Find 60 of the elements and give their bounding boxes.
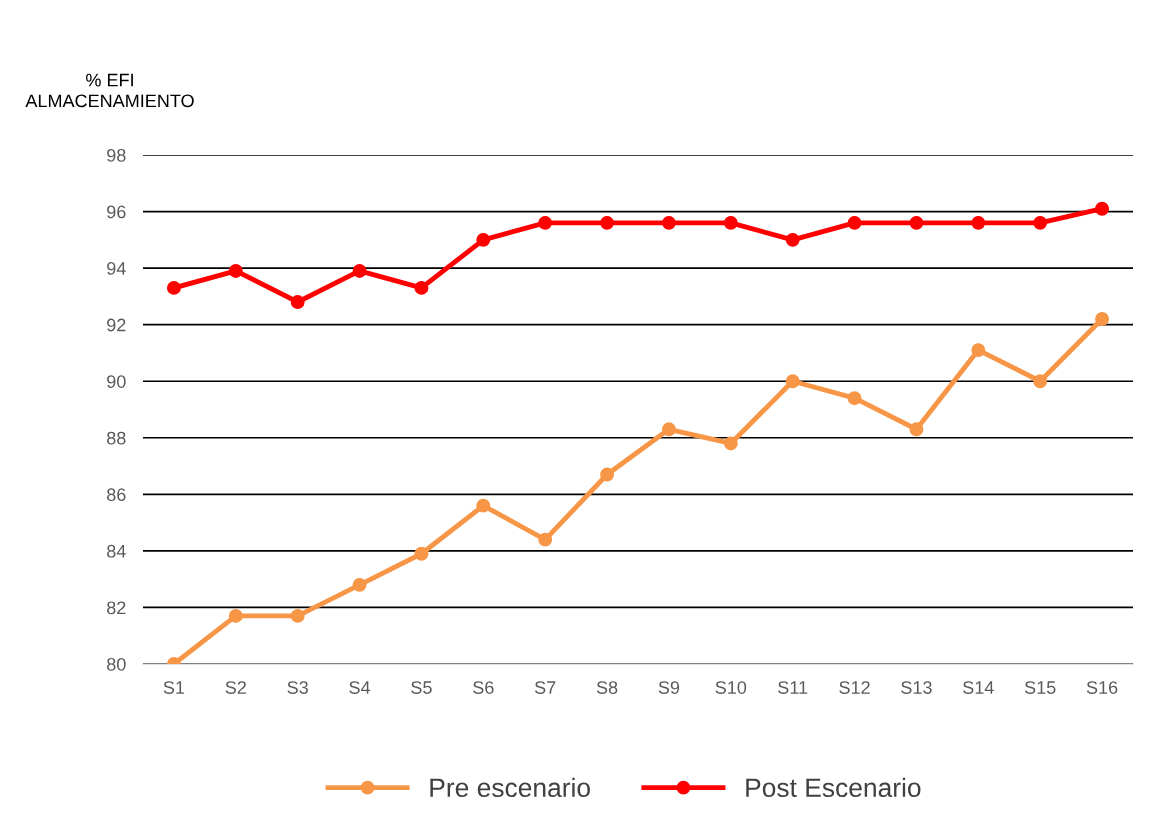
legend-label: Pre escenario xyxy=(430,777,590,798)
point xyxy=(661,215,676,230)
point xyxy=(723,215,738,230)
x-tick-label: S9 xyxy=(658,681,680,694)
point xyxy=(723,436,738,451)
point xyxy=(909,215,924,230)
y-tick-label: 92 xyxy=(107,318,126,332)
x-tick-label: S8 xyxy=(596,681,618,694)
x-tick-label: S12 xyxy=(839,681,870,694)
y-tick-label: 82 xyxy=(107,601,126,615)
point xyxy=(971,215,986,230)
point xyxy=(971,343,986,358)
y-axis-title: % EFI ALMACENAMIENTO xyxy=(25,73,194,108)
point xyxy=(290,295,305,309)
point xyxy=(414,280,429,295)
x-tick-label: S2 xyxy=(225,681,246,694)
y-tick-label: 80 xyxy=(107,657,126,671)
point xyxy=(600,467,615,482)
y-tick-label: 96 xyxy=(107,205,126,219)
point xyxy=(909,422,924,437)
x-tick-label: S6 xyxy=(473,681,494,694)
y-tick-label: 94 xyxy=(107,262,126,275)
point xyxy=(476,232,491,247)
point xyxy=(1095,201,1110,216)
y-tick-label: 90 xyxy=(107,375,126,388)
y-tick-label: 98 xyxy=(107,148,126,162)
point xyxy=(785,232,800,247)
point xyxy=(600,215,615,230)
point xyxy=(538,532,553,547)
point xyxy=(228,608,243,623)
point xyxy=(1095,312,1110,326)
y-tick-label: 84 xyxy=(107,544,126,558)
x-tick-label: S1 xyxy=(163,681,185,694)
x-tick-label: S10 xyxy=(715,681,747,694)
point xyxy=(352,263,367,278)
point xyxy=(847,215,862,230)
point xyxy=(166,280,181,295)
point xyxy=(476,498,491,513)
point xyxy=(352,577,367,592)
x-tick-label: S7 xyxy=(534,681,556,694)
y-tick-label: 86 xyxy=(107,488,126,502)
x-tick-label: S3 xyxy=(287,681,308,694)
legend-label: Post Escenario xyxy=(746,777,921,798)
point xyxy=(538,215,553,230)
x-tick-label: S4 xyxy=(349,681,371,694)
x-tick-label: S11 xyxy=(778,681,808,694)
point xyxy=(661,422,676,437)
x-tick-label: S14 xyxy=(963,681,994,694)
point xyxy=(785,374,800,389)
x-tick-label: S15 xyxy=(1024,681,1056,694)
x-tick-label: S13 xyxy=(901,681,932,694)
point xyxy=(228,263,243,278)
point xyxy=(290,608,305,623)
y-tick-label: 88 xyxy=(107,431,126,445)
point xyxy=(414,546,429,561)
x-tick-label: S5 xyxy=(411,681,432,694)
point xyxy=(847,391,862,406)
point xyxy=(1033,215,1048,230)
x-tick-label: S16 xyxy=(1086,681,1118,694)
point xyxy=(1033,374,1048,389)
